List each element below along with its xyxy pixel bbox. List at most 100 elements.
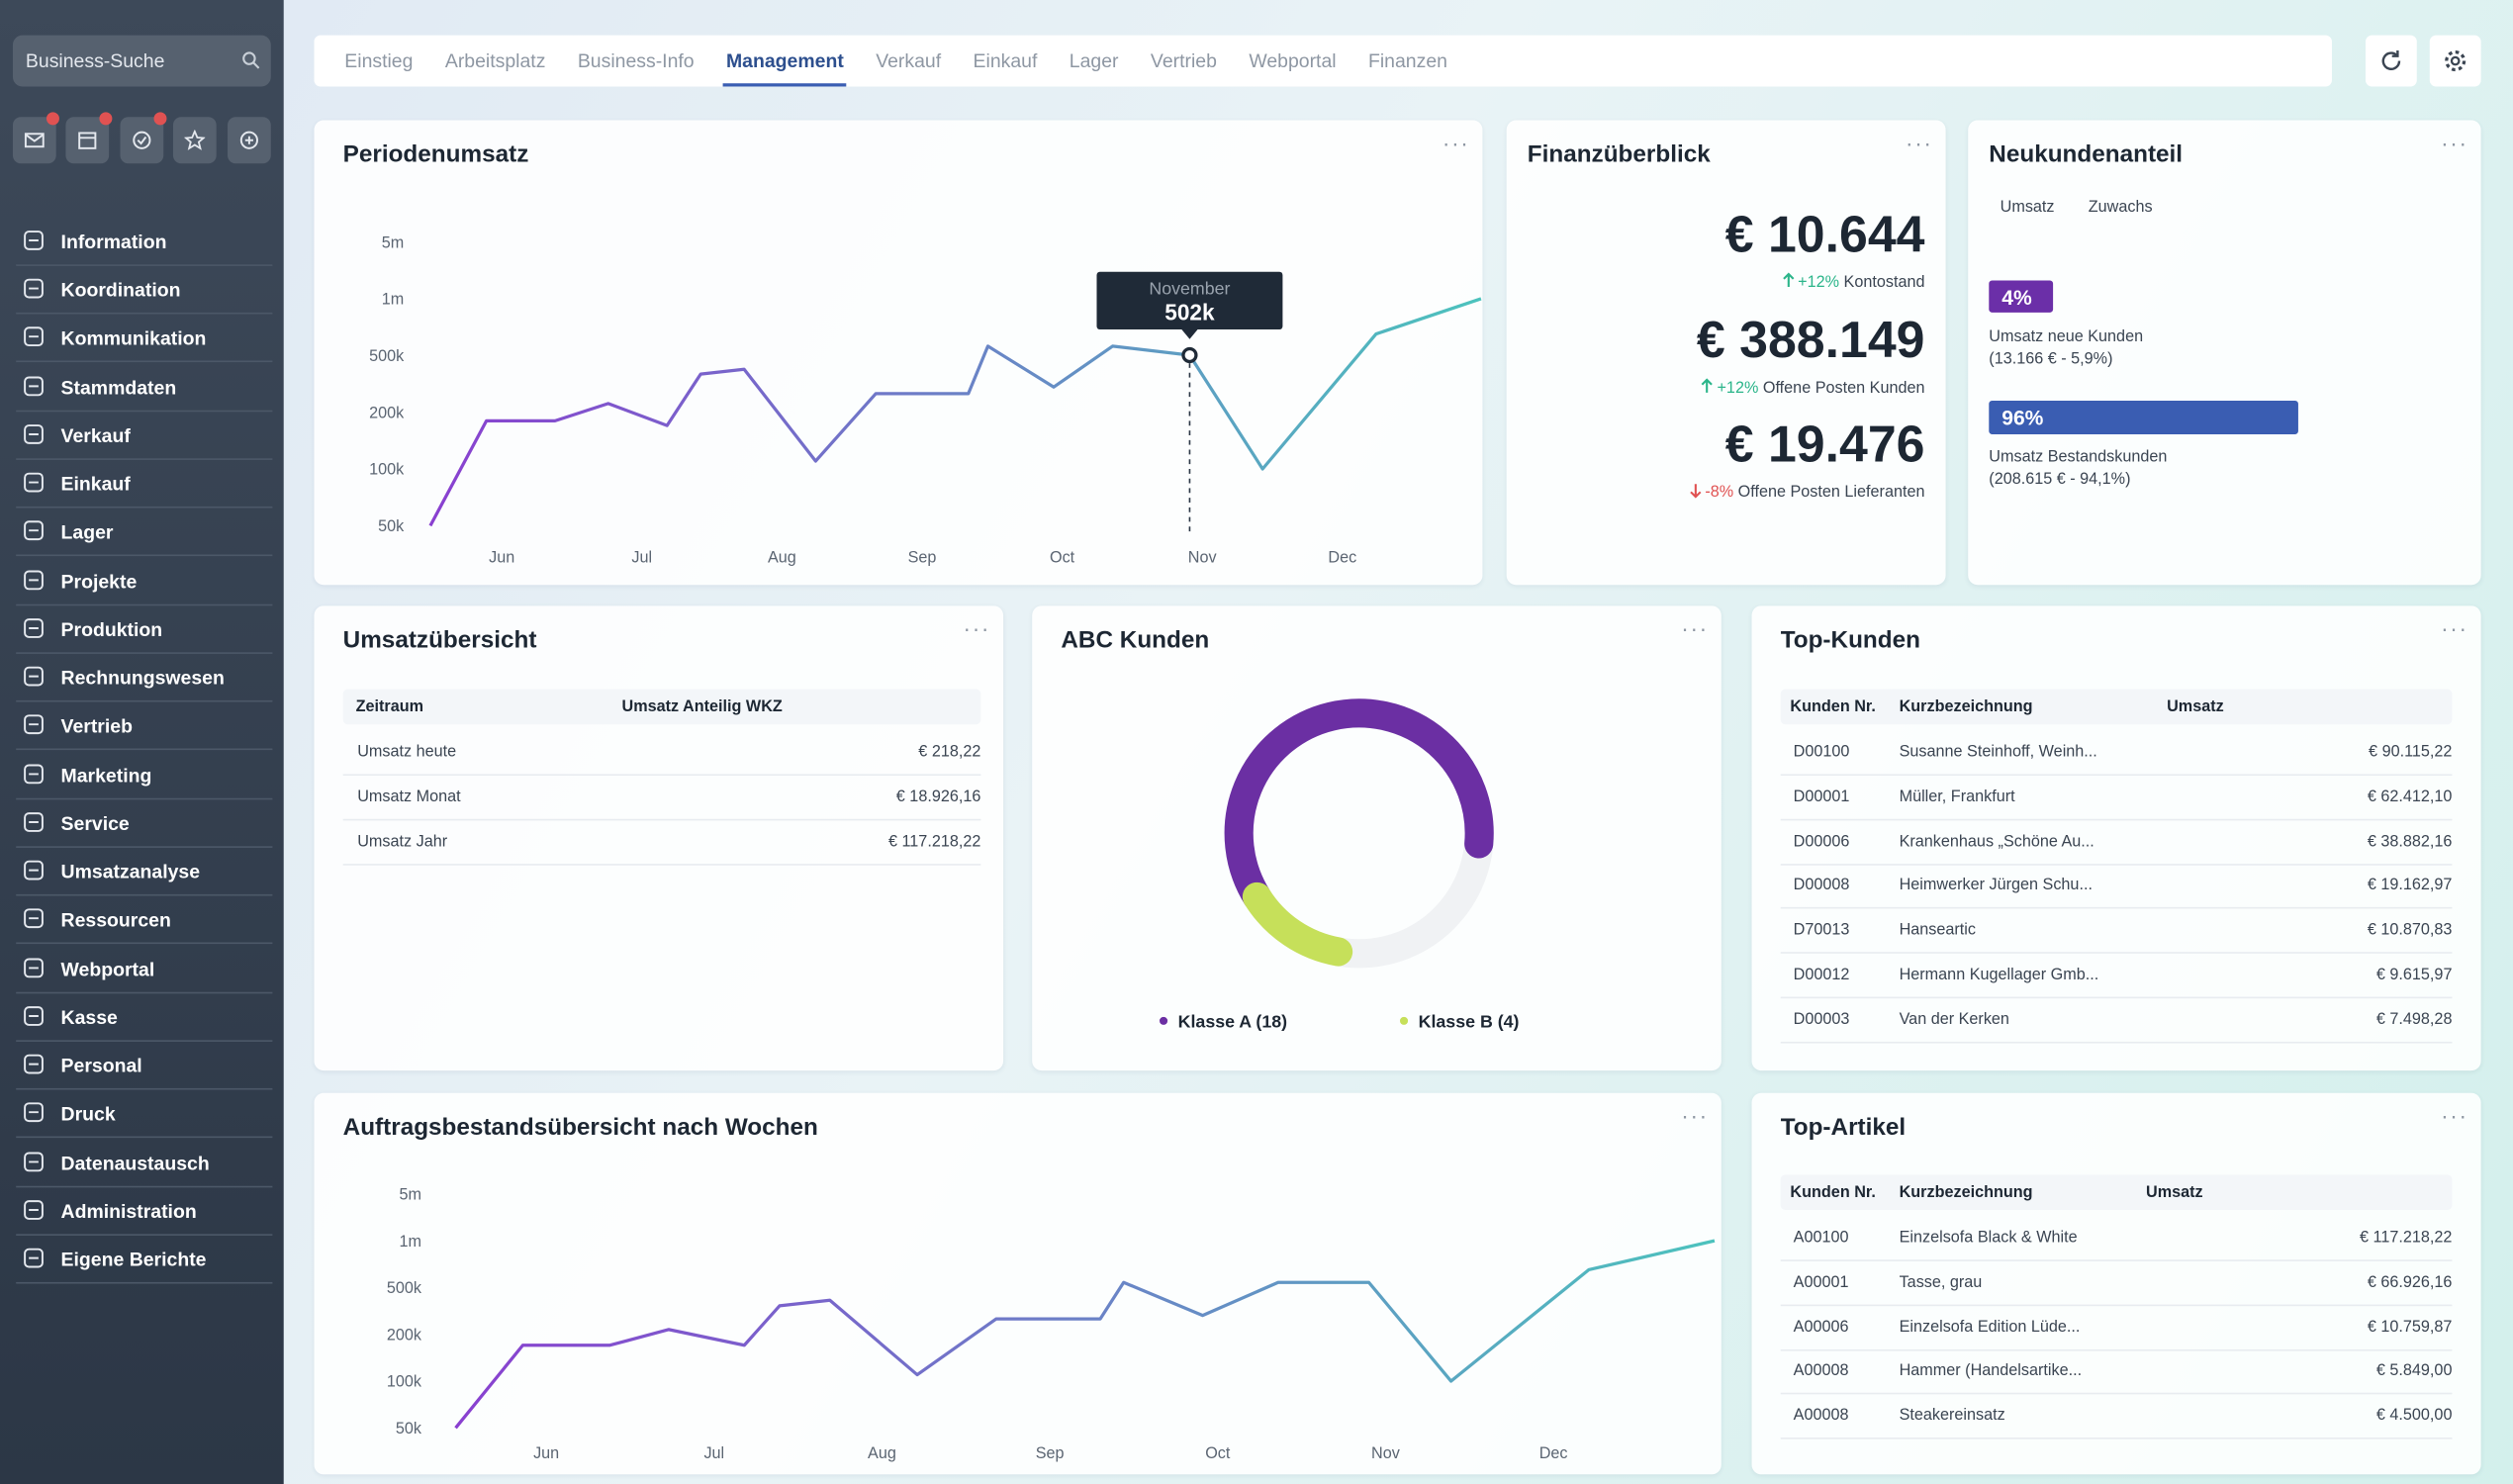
change-label: Kontostand [1843, 274, 1925, 292]
share-label: 4% [2001, 285, 2032, 310]
change-label: Offene Posten Kunden [1762, 379, 1925, 397]
share-detail: (13.166 € - 5,9%) [1989, 350, 2113, 369]
nav-item[interactable]: Ressourcen [16, 896, 273, 945]
search-placeholder: Business-Suche [25, 49, 165, 72]
card-top-kunden: Top-Kunden ··· Kunden Nr. Kurzbezeichnung U… [1751, 605, 2481, 1071]
nav-label: Koordination [60, 279, 181, 302]
card-menu[interactable]: ··· [1681, 1102, 1709, 1129]
tab[interactable]: Vertrieb [1150, 49, 1217, 72]
card-menu[interactable]: ··· [1681, 615, 1709, 641]
nav-icon [24, 1102, 44, 1123]
nav-item[interactable]: Verkauf [16, 412, 273, 460]
card-menu[interactable]: ··· [2441, 615, 2468, 641]
icon-shape [24, 521, 44, 541]
card-umsatz: Umsatzübersicht ··· Zeitraum Umsatz Anteil… [314, 605, 1004, 1071]
nav-item[interactable]: Einkauf [16, 460, 273, 509]
nav-item[interactable]: Marketing [16, 751, 273, 799]
row-divider [342, 774, 981, 777]
task-button[interactable] [120, 112, 167, 164]
y-tick-label: 100k [387, 1373, 422, 1391]
nav-icon [24, 1151, 44, 1171]
tooltip-arrow [1181, 329, 1198, 339]
tab[interactable]: Finanzen [1367, 49, 1447, 72]
nav-label: Ressourcen [60, 909, 171, 932]
nav-item[interactable]: Produktion [16, 605, 273, 654]
x-tick-label: Nov [1188, 549, 1218, 567]
nav-item[interactable]: Rechnungswesen [16, 654, 273, 702]
table-cell: Einzelsofa Black & White [1899, 1229, 2078, 1248]
nav-icon [24, 617, 44, 638]
refresh-button[interactable] [2365, 35, 2417, 87]
add-button[interactable] [228, 117, 271, 164]
nav-label: Administration [60, 1199, 197, 1223]
nav-item[interactable]: Eigene Berichte [16, 1236, 273, 1284]
nav-item[interactable]: Kommunikation [16, 315, 273, 363]
nav-item[interactable]: Druck [16, 1090, 273, 1139]
table-cell: € 117.218,22 [2360, 1229, 2453, 1248]
nav-label: Umsatzanalyse [60, 861, 201, 883]
donut-segment [1242, 881, 1353, 967]
tab[interactable]: Management [722, 36, 848, 87]
table-cell: D00008 [1793, 877, 1850, 895]
icon-shape [24, 714, 44, 735]
share-bar: 4% [1989, 280, 2054, 313]
nav-item[interactable]: Lager [16, 509, 273, 557]
card-abc: ABC Kunden ··· Klasse A (18) Klasse B (4) [1032, 605, 1722, 1071]
nav-item[interactable]: Service [16, 799, 273, 848]
table-cell: € 10.870,83 [2367, 921, 2453, 940]
nav-icon [24, 957, 44, 977]
table-cell: A00001 [1793, 1273, 1849, 1292]
tab[interactable]: Lager [1069, 49, 1119, 72]
nav-item[interactable]: Koordination [16, 266, 273, 315]
arrow-shape [1782, 272, 1795, 287]
nav-item[interactable]: Webportal [16, 945, 273, 993]
table-cell: € 38.882,16 [2367, 832, 2453, 851]
nav-item[interactable]: Datenaustausch [16, 1139, 273, 1187]
tab[interactable]: Einkauf [973, 49, 1038, 72]
table-cell: A00006 [1793, 1318, 1849, 1337]
tab[interactable]: Business-Info [577, 49, 695, 72]
tabs: Einstieg Arbeitsplatz Business-Info Managem… [344, 36, 1447, 87]
nav-item[interactable]: Administration [16, 1187, 273, 1236]
nav-icon [24, 231, 44, 250]
nav-item[interactable]: Projekte [16, 557, 273, 605]
settings-button[interactable] [2429, 35, 2481, 87]
subtab[interactable]: Umsatz [2000, 198, 2055, 217]
x-tick-label: Jun [489, 549, 514, 567]
tab[interactable]: Einstieg [344, 49, 414, 72]
change: -8% [1705, 484, 1734, 503]
favorite-button[interactable] [172, 117, 217, 164]
share-title: Umsatz neue Kunden [1989, 328, 2144, 346]
card-menu[interactable]: ··· [963, 615, 991, 641]
nav-item[interactable]: Vertrieb [16, 702, 273, 751]
nav-item[interactable]: Kasse [16, 993, 273, 1042]
nav-label: Projekte [60, 570, 138, 593]
nav-item[interactable]: Umsatzanalyse [16, 848, 273, 896]
nav-item[interactable]: Personal [16, 1042, 273, 1090]
tab[interactable]: Verkauf [876, 49, 942, 72]
nav-item[interactable]: Information [16, 218, 273, 266]
card-menu[interactable]: ··· [1442, 130, 1470, 156]
nav-item[interactable]: Stammdaten [16, 363, 273, 412]
table-cell: € 4.500,00 [2375, 1407, 2453, 1426]
tab[interactable]: Webportal [1249, 49, 1337, 72]
icon-shape [24, 424, 44, 444]
table-cell: € 19.162,97 [2367, 877, 2453, 895]
subtab[interactable]: Zuwachs [2088, 198, 2153, 217]
card-menu[interactable]: ··· [2441, 130, 2468, 156]
card-menu[interactable]: ··· [1906, 130, 1933, 156]
icon-shape [24, 860, 44, 881]
tooltip-value: 502k [1164, 299, 1215, 325]
mail-button[interactable] [12, 112, 59, 164]
tab[interactable]: Arbeitsplatz [444, 49, 546, 72]
nav-icon [24, 327, 44, 347]
calendar-button[interactable] [65, 112, 113, 164]
share-title: Umsatz Bestandskunden [1989, 448, 2168, 467]
search-box[interactable]: Business-Suche [12, 35, 271, 87]
trend-arrow [1689, 484, 1702, 499]
card-menu[interactable]: ··· [2441, 1102, 2468, 1129]
chart: 50k 100k 200k 500k 1m 5m Jun Jul Aug Sep Oct Nov Dec [387, 1185, 1716, 1462]
table-header: Kunden Nr. [1790, 698, 1876, 717]
table-cell: A00008 [1793, 1362, 1849, 1381]
